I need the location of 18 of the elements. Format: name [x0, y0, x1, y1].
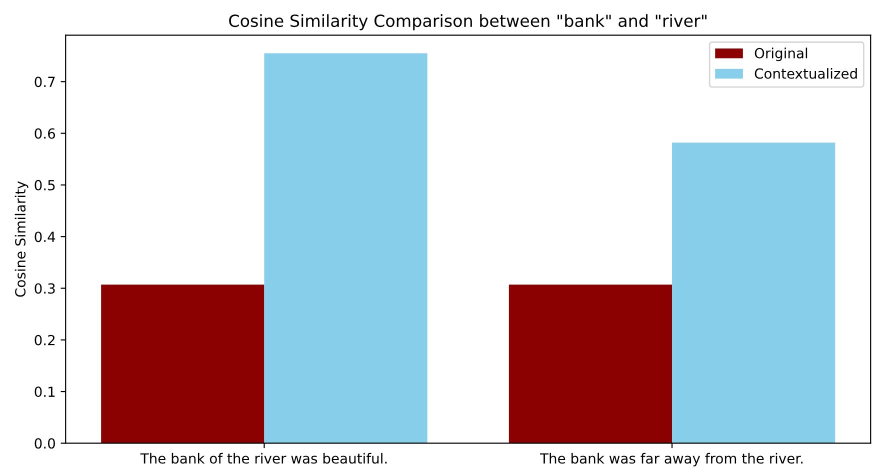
bar: [508, 284, 672, 444]
y-axis-title: Cosine Similarity: [14, 181, 28, 297]
y-tick-label: 0.7: [34, 76, 55, 88]
y-tick-label: 0.3: [34, 283, 55, 294]
legend-label: Contextualized: [754, 68, 857, 79]
x-tick-label: The bank of the river was beautiful.: [140, 452, 387, 464]
y-tick-label: 0.4: [34, 232, 56, 242]
y-tick-label: 0.1: [34, 386, 55, 398]
x-tick-label: The bank was far away from the river.: [540, 452, 803, 466]
bar: [264, 53, 428, 444]
bar: [672, 142, 836, 444]
bar: [101, 284, 264, 444]
legend-label: Original: [754, 48, 808, 62]
y-tick-label: 0.2: [34, 334, 55, 346]
chart-title: Cosine Similarity Comparison between "bank" and "river": [229, 14, 706, 30]
y-tick-label: 0.6: [34, 128, 56, 139]
y-tick-label: 0.5: [34, 180, 55, 190]
y-tick-label: 0.0: [34, 438, 55, 449]
